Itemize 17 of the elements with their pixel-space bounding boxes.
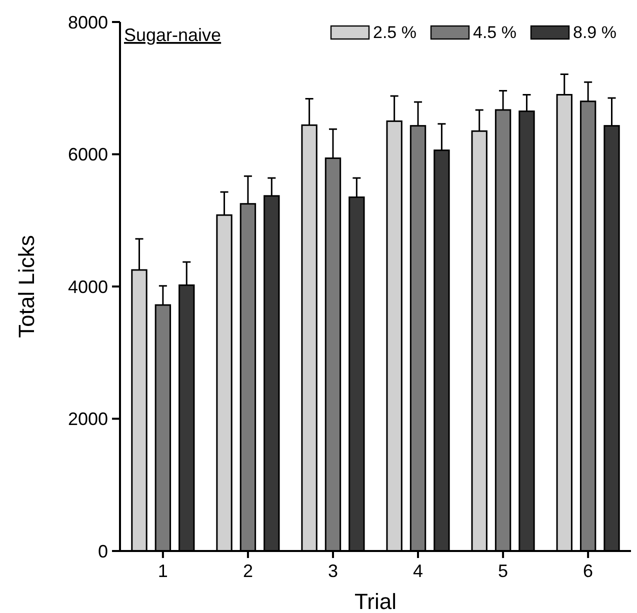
y-tick-label: 2000 (68, 409, 108, 430)
y-tick-label: 8000 (68, 12, 108, 32)
x-tick-label: 5 (498, 561, 508, 581)
x-tick-label: 4 (413, 561, 424, 581)
x-axis-title: Trial (354, 589, 396, 613)
legend-label: 2.5 % (373, 23, 416, 42)
x-tick-label: 3 (328, 561, 338, 581)
x-tick-label: 6 (583, 561, 594, 581)
y-tick-label: 0 (98, 541, 108, 562)
x-tick-label: 2 (242, 561, 253, 581)
y-tick-label: 4000 (68, 276, 108, 297)
legend-label: 8.9 % (573, 23, 616, 42)
chart-title: Sugar-naive (124, 25, 222, 45)
y-axis-title: Total Licks (14, 235, 39, 338)
legend-label: 4.5 % (473, 23, 516, 42)
x-tick-label: 1 (158, 561, 168, 581)
y-tick-label: 6000 (68, 144, 108, 165)
